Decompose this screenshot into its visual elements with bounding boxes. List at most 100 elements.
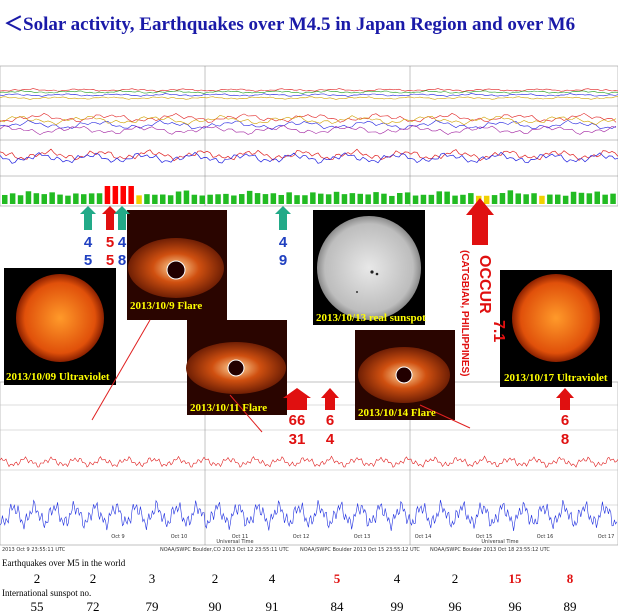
kp-bar [365,194,371,204]
kp-bar [9,193,16,204]
occur-place: (CATGBIAN, PHILIPPINES) [459,250,470,376]
sunspot-value: 99 [391,599,404,614]
image-caption: 2013/10/9 Flare [130,300,202,312]
kp-bar [270,193,277,204]
kp-bar [57,194,63,204]
kp-bar [73,193,79,204]
arrow-label: 4 [118,234,127,251]
image-caption: 2013/10/13 real sunspot [316,312,426,324]
trace [0,455,618,468]
sunspot-value: 96 [449,599,463,614]
kp-bar [254,193,261,204]
kp-bar [586,193,593,204]
kp-bar [333,191,340,204]
kp-bar [17,195,24,204]
kp-bar [436,191,442,204]
event-arrow [321,388,339,410]
kp-bar [239,194,245,204]
event-arrow [102,206,118,230]
arrow-label: 5 [84,252,92,269]
chart-footer: NOAA/SWPC Boulder 2013 Oct 15 23:55:12 U… [300,547,420,553]
kp-bar [128,186,134,204]
top-chart [0,65,618,207]
arrow-label: 6 [326,412,334,429]
kp-bar [444,191,450,204]
image-caption: 2013/10/11 Flare [190,402,267,414]
kp-bar [25,191,32,204]
event-arrow [556,388,574,410]
trace [0,96,618,100]
kp-bar [223,193,229,204]
row-label: International sunspot no. [2,588,91,598]
arrow-label: 4 [84,234,93,251]
sunspot-value: 91 [266,599,279,614]
eq-value: 5 [334,571,341,586]
event-arrow [80,206,96,230]
kp-bar [594,191,600,204]
kp-bar [104,186,111,204]
kp-bar [373,192,379,204]
kp-bar [191,194,198,204]
trace [0,90,618,94]
kp-bar [183,190,190,204]
chart-footer: NOAA/SWPC Boulder 2013 Oct 18 23:55:12 U… [430,547,550,553]
occur-arrow [466,198,494,245]
kp-bar [160,194,166,204]
kp-bar [420,194,427,204]
kp-bar [389,195,395,204]
kp-bar [144,194,150,204]
kp-bar [88,193,95,204]
uv-image-17 [500,270,612,387]
arrow-label: 31 [289,431,306,448]
trace [0,151,618,164]
kp-bar [570,191,577,204]
date-label: Oct 17 [598,534,615,540]
kp-bar [483,195,490,204]
eq-value: 15 [509,571,523,586]
kp-bar [199,195,205,204]
trace [0,88,618,92]
image-caption: 2013/10/09 Ultraviolet [6,371,110,383]
kp-bar [428,194,435,204]
arrow-label: 6 [561,412,569,429]
kp-bar [555,194,561,204]
kp-bar [602,194,608,204]
kp-bar [262,194,269,204]
event-arrow [283,388,311,410]
kp-bar [286,192,292,204]
occur-word: OCCUR [476,255,493,314]
trace [0,148,618,162]
sunspot-value: 96 [509,599,523,614]
kp-bar [167,195,174,204]
kp-bar [357,193,363,204]
date-label: Oct 12 [293,534,310,540]
kp-bar [460,194,466,204]
kp-bar [349,193,356,204]
kp-bar [152,194,158,204]
date-label: Oct 15 [476,534,493,540]
kp-bar [120,186,126,204]
event-arrow [275,206,291,230]
kp-bar [531,193,537,204]
eq-value: 4 [394,571,401,586]
kp-bar [539,195,545,204]
arrow-label: 5 [106,234,114,251]
eq-value: 8 [567,571,574,586]
date-label: Oct 14 [415,534,432,540]
trace [0,119,617,130]
kp-bar [507,190,514,204]
arrow-label: 8 [561,431,569,448]
kp-bar [41,194,47,204]
pointer-line [419,404,471,429]
sunspot-value: 90 [209,599,222,614]
kp-bar [65,195,71,204]
arrow-label: 4 [279,234,288,251]
kp-bar [310,192,316,204]
date-label: Oct 10 [171,534,188,540]
eq-value: 3 [149,571,156,586]
sunspot-value: 55 [31,599,44,614]
trace [0,114,617,126]
flare-image-9 [127,210,227,320]
